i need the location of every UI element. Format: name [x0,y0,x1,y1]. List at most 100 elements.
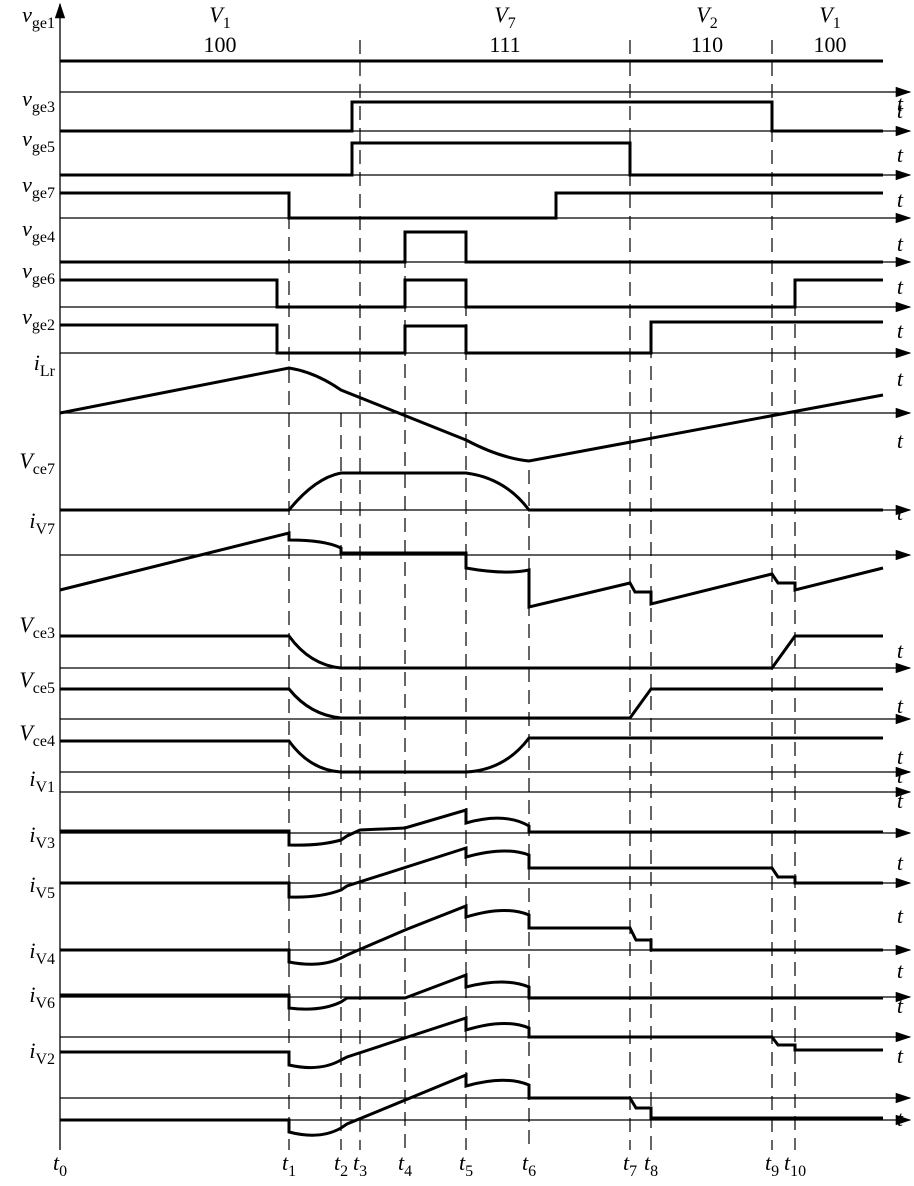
waveform [60,972,883,1011]
axis-label: t [897,958,904,983]
label-sub: 1 [833,15,841,32]
label-sub: 0 [59,1163,67,1180]
label: vge1 [22,2,55,32]
label-sub: Lr [40,363,56,380]
label-sub: V7 [35,521,55,538]
label: vge3 [22,86,55,116]
label-main: V [819,2,835,27]
axis-label: t [897,1106,904,1131]
label: Vce4 [19,720,55,750]
waveform [60,278,883,309]
label: V1 [819,2,840,32]
axis-label: t [897,763,904,788]
label-sub: V6 [35,995,55,1012]
axis-label: t [897,428,904,453]
label-main: v [22,86,32,111]
label-main: V [209,2,225,27]
label-main: V [19,720,35,745]
label: t4 [398,1150,412,1180]
label-sub: 7 [508,15,516,32]
state-code: 110 [691,32,723,57]
axis-label: t [897,1043,904,1068]
state-code: 111 [489,32,520,57]
label: vge2 [22,304,55,334]
waveform [60,141,883,177]
waveform [59,366,884,463]
label-main: v [22,216,32,241]
label: vge6 [22,258,55,288]
label-sub: 1 [223,15,231,32]
label: V1 [209,2,230,32]
label-main: v [22,126,32,151]
axis-label: t [897,318,904,343]
axis-label: t [897,366,904,391]
label: vge7 [22,172,55,202]
label: V2 [696,2,717,32]
label-main: i [29,872,35,897]
label-sub: V3 [35,835,55,852]
label-main: i [29,508,35,533]
label-sub: 3 [359,1163,367,1180]
label-sub: V5 [35,885,55,902]
waveform [60,807,883,847]
label-main: i [29,938,35,963]
label-main: t [522,1150,529,1175]
axis-label: t [897,91,904,116]
label-sub: 8 [650,1163,658,1180]
label-main: t [398,1150,405,1175]
label-sub: 6 [528,1163,536,1180]
state-code: 100 [814,32,847,57]
label: t9 [765,1150,779,1180]
label-sub: ge5 [32,139,55,156]
label: iV3 [29,822,55,852]
label: iV6 [29,982,55,1012]
label-main: V [494,2,510,27]
waveform [60,1072,883,1137]
label-sub: ce5 [33,680,55,697]
label-sub: V2 [35,1051,55,1068]
label-main: t [53,1150,60,1175]
label: Vce5 [19,667,55,697]
label-sub: 10 [790,1163,806,1180]
label-main: V [19,667,35,692]
axis-label: t [897,274,904,299]
label-sub: 4 [404,1163,412,1180]
axis-label: t [897,788,904,813]
label-sub: ge1 [32,15,55,32]
axis-label: t [897,500,904,525]
waveform [60,230,883,264]
label-main: v [22,304,32,329]
label-sub: V4 [35,951,55,968]
label-sub: 5 [465,1163,473,1180]
label: iV7 [29,508,55,538]
label: t8 [644,1150,658,1180]
waveform [60,687,883,720]
label-main: t [765,1150,772,1175]
label-sub: ce4 [33,733,55,750]
label-main: V [696,2,712,27]
waveform [60,903,883,966]
axis-label: t [897,187,904,212]
label-main: V [19,448,35,473]
axis-label: t [897,142,904,167]
label: iV5 [29,872,55,902]
waveform [60,634,883,670]
label-sub: 7 [629,1163,637,1180]
label-sub: ge7 [32,185,55,202]
label-main: i [34,350,40,375]
axis-label: t [897,693,904,718]
label: t2 [334,1150,348,1180]
waveform [60,1015,883,1070]
label-sub: 2 [340,1163,348,1180]
label-sub: ge3 [32,99,55,116]
label: t3 [353,1150,367,1180]
label-main: t [644,1150,651,1175]
label-main: i [29,1038,35,1063]
label-main: v [22,2,32,27]
label-main: t [459,1150,466,1175]
axis-label: t [897,993,904,1018]
axis-label: t [897,638,904,663]
label-sub: 1 [288,1163,296,1180]
label: iV2 [29,1038,55,1068]
label: vge5 [22,126,55,156]
